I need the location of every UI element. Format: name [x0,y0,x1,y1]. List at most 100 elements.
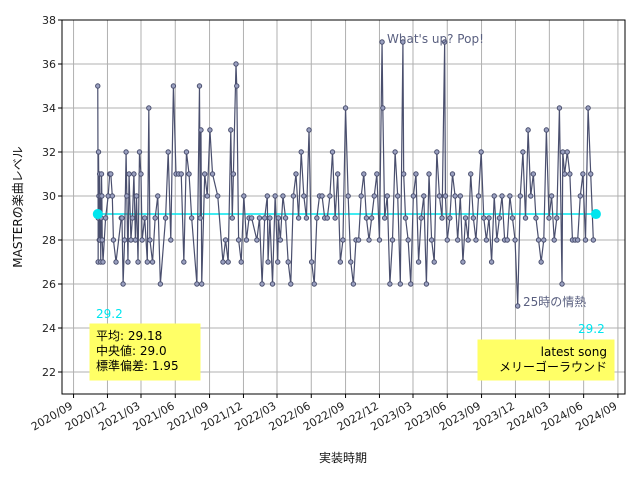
data-point [402,215,409,221]
data-point [229,215,235,221]
data-point [301,193,307,199]
y-tick-label: 28 [42,234,56,247]
data-point [225,259,231,265]
data-point [254,237,260,243]
data-point [144,259,151,265]
data-point [282,215,289,221]
latest-song-box: latest song メリーゴーラウンド [477,339,615,381]
data-point [434,149,440,155]
data-point [491,193,497,199]
data-point [496,215,503,221]
data-point [541,237,547,243]
data-point [345,193,351,199]
data-point [290,193,297,199]
data-point [473,237,479,243]
y-tick-label: 30 [42,190,56,203]
data-point [436,193,443,199]
data-point [548,193,555,199]
data-point [509,215,516,221]
data-point [517,193,523,199]
y-tick-label: 32 [42,146,56,159]
data-point [342,105,349,111]
data-point [441,39,448,45]
data-point [460,259,466,265]
data-point [387,281,393,287]
annotation-25ji-no-jonetsu: 25時の情熱 [523,295,586,309]
data-point [332,215,338,221]
data-point [165,149,171,155]
data-point [109,193,116,199]
data-point [392,149,398,155]
data-point [132,237,139,243]
data-point [530,171,537,177]
data-point [452,193,458,199]
data-point [196,83,203,89]
y-tick-label: 24 [42,322,56,335]
data-point [564,149,570,155]
data-point [350,281,357,287]
data-point [183,149,190,155]
data-point [149,259,156,265]
data-point [381,215,388,221]
data-point [588,171,594,177]
data-point [314,215,320,221]
data-point [265,259,271,265]
data-point [256,215,263,221]
data-point [207,127,213,133]
x-axis-title: 実装時期 [319,450,367,465]
data-point [507,193,513,199]
data-point [355,237,362,243]
data-point [494,237,500,243]
data-point [194,281,200,287]
mean-end-marker [590,209,601,220]
y-axis-title: MASTERの楽曲レベル [11,146,25,267]
data-point [410,193,417,199]
data-point [99,193,105,199]
data-point [481,215,487,221]
data-point [439,215,445,221]
last-value-label: 29.2 [578,322,605,336]
stats-box: 平均: 29.18 中央値: 29.0 標準偏差: 1.95 [89,323,201,381]
data-point [303,215,310,221]
data-point [535,237,542,243]
data-point [574,237,581,243]
data-point [285,259,291,265]
data-point [99,237,105,243]
data-point [162,215,169,221]
data-point [186,171,192,177]
data-point [475,193,482,199]
stats-mean: 平均: 29.18 [96,329,162,343]
data-point [198,127,204,133]
data-point [131,171,137,177]
data-point [423,281,430,287]
latest-song-name: メリーゴーラウンド [499,359,607,374]
data-point [551,237,557,243]
data-point [366,237,372,243]
data-point [178,171,184,177]
x-axis-ticks: 2020/092020/122021/032021/062021/092021/… [29,394,619,433]
data-point [152,215,158,221]
data-point [395,193,401,199]
data-point [483,237,490,243]
data-point [486,215,492,221]
y-tick-label: 36 [42,58,56,71]
data-point [447,215,453,221]
data-point [327,193,333,199]
data-point [222,237,229,243]
data-point [108,171,114,177]
data-point [234,83,240,89]
data-point [100,259,106,265]
data-point [525,127,531,133]
data-point [337,259,344,265]
data-point [298,149,304,155]
data-point [384,193,390,199]
data-point [261,215,268,221]
data-point [348,259,354,265]
data-point [380,105,386,111]
data-point [215,193,221,199]
data-point [389,237,396,243]
data-point [204,193,211,199]
data-point [413,171,419,177]
data-point [264,193,271,199]
data-point [311,281,317,287]
